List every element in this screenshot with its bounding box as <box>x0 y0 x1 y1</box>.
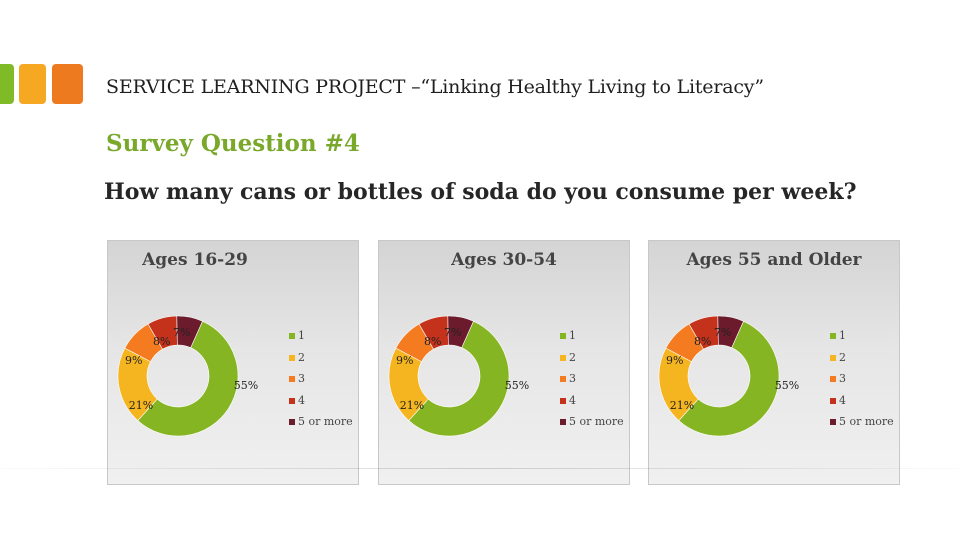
legend-swatch <box>560 376 566 382</box>
data-label-3: 9% <box>666 354 683 367</box>
accent-block-yellow <box>19 64 46 104</box>
legend-label: 2 <box>569 350 576 364</box>
data-label-5-or-more: 7% <box>444 326 461 339</box>
legend-label: 5 or more <box>569 415 624 428</box>
legend-label: 1 <box>298 329 305 342</box>
donut-chart-ages-16-29: 55% 21% 9% 8%7% <box>117 315 258 437</box>
accent-block-green <box>0 64 14 104</box>
legend-swatch <box>289 354 295 361</box>
donut-slice-5-or-more <box>176 315 203 349</box>
legend-label: 5 or more <box>298 415 353 428</box>
chart-panel-ages-16-29: 55% 21% 9% 8% 7% Ages 16-29 1 2 3 4 5 or more <box>107 240 359 485</box>
legend-label: 2 <box>298 350 305 364</box>
legend-label: 3 <box>569 372 576 385</box>
legend-swatch <box>560 354 566 361</box>
legend-swatch <box>830 333 836 339</box>
donut-slice-5-or-more <box>717 315 744 349</box>
data-label-2: 21% <box>129 399 153 412</box>
legend-label: 1 <box>839 329 846 342</box>
legend-swatch <box>560 419 566 425</box>
bottom-rule <box>0 468 960 469</box>
chart-title: Ages 55 and Older <box>686 250 862 270</box>
legend-swatch <box>560 333 566 339</box>
data-label-5-or-more: 7% <box>714 326 731 339</box>
legend-label: 1 <box>569 329 576 342</box>
legend-swatch <box>830 419 836 425</box>
survey-title: Survey Question #4 <box>106 130 360 157</box>
legend-swatch <box>830 354 836 361</box>
legend-label: 2 <box>839 350 846 364</box>
data-label-3: 9% <box>396 354 413 367</box>
legend-label: 4 <box>569 393 576 407</box>
data-label-1: 55% <box>505 379 529 392</box>
donut-slice-1 <box>137 320 239 437</box>
legend-label: 4 <box>298 393 305 407</box>
legend-swatch <box>289 397 295 404</box>
legend-swatch <box>289 419 295 425</box>
chart-panel-ages-55-and-older: 55% 21% 9% 8% 7% Ages 55 and Older 1 2 3 4 5 or … <box>648 240 900 485</box>
donut-chart-ages-55-and-older: 55% 21% 9% 8%7% <box>658 315 799 437</box>
legend-swatch <box>830 397 836 404</box>
data-label-2: 21% <box>400 399 424 412</box>
legend-label: 5 or more <box>839 415 894 428</box>
donut-slice-5-or-more <box>447 315 474 349</box>
data-label-5-or-more: 7% <box>173 326 190 339</box>
donut-chart-ages-30-54: 55% 21% 9% 8%7% <box>388 315 529 437</box>
chart-title: Ages 30-54 <box>451 250 557 270</box>
data-label-2: 21% <box>670 399 694 412</box>
survey-question: How many cans or bottles of soda do you … <box>104 179 857 205</box>
legend-swatch <box>560 397 566 404</box>
accent-block-orange <box>52 64 83 104</box>
legend-label: 4 <box>839 393 846 407</box>
legend-label: 3 <box>839 372 846 385</box>
donut-slice-1 <box>678 320 780 437</box>
legend-swatch <box>289 376 295 382</box>
project-title: SERVICE LEARNING PROJECT –“Linking Healt… <box>106 76 764 98</box>
legend-swatch <box>289 333 295 339</box>
data-label-3: 9% <box>125 354 142 367</box>
donut-slice-1 <box>408 320 510 437</box>
legend-swatch <box>830 376 836 382</box>
chart-panel-ages-30-54: 55% 21% 9% 8% 7% Ages 30-54 1 2 3 4 5 or more <box>378 240 630 485</box>
legend-label: 3 <box>298 372 305 385</box>
chart-title: Ages 16-29 <box>142 250 248 270</box>
data-label-1: 55% <box>775 379 799 392</box>
data-label-4: 8% <box>153 335 170 348</box>
data-label-4: 8% <box>694 335 711 348</box>
data-label-1: 55% <box>234 379 258 392</box>
data-label-4: 8% <box>424 335 441 348</box>
